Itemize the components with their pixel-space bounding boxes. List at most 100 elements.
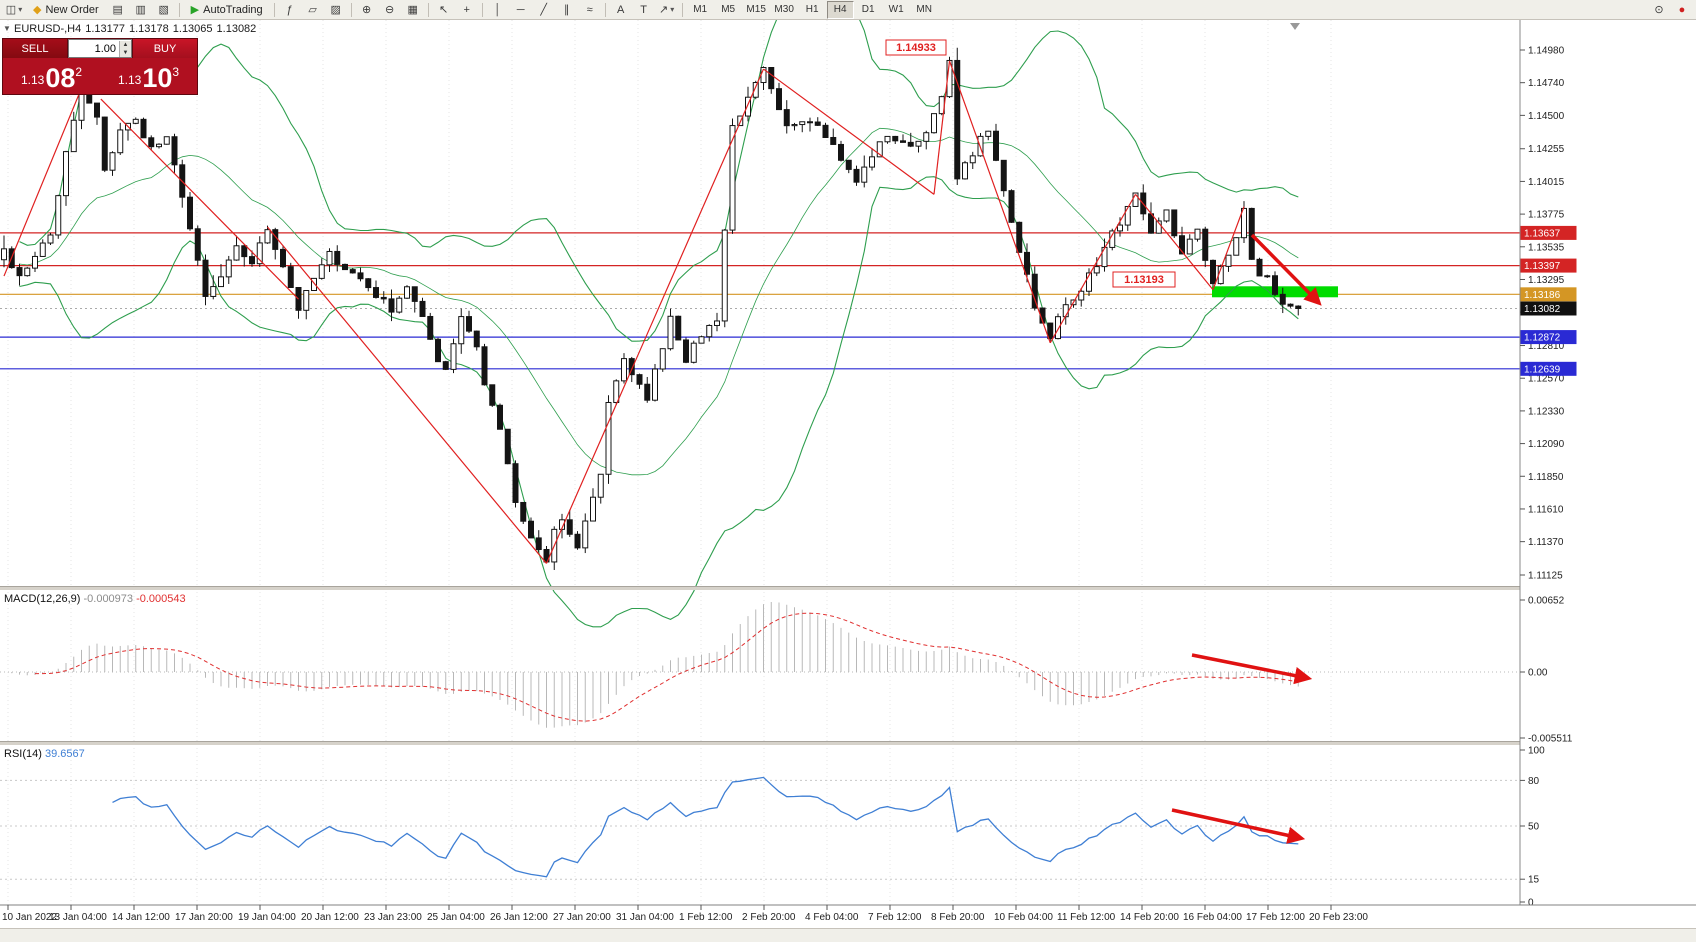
svg-text:1.13535: 1.13535 <box>1528 242 1565 253</box>
community-icon[interactable]: ● <box>1678 3 1686 16</box>
price-chart-svg[interactable]: MACD(12,26,9) -0.000973 -0.000543 RSI(14)… <box>0 20 1696 928</box>
toolbar-separator <box>427 2 429 17</box>
timeframe-m30[interactable]: M30 <box>774 4 794 15</box>
one-click-trading-panel: SELL 1.00 ▲ ▼ BUY 1.13 08 2 1.13 10 3 <box>2 38 198 95</box>
buy-price[interactable]: 1.13 10 3 <box>100 58 197 94</box>
new-order-button-label: New Order <box>45 3 99 16</box>
toolbar-separator <box>178 2 180 17</box>
timeframe-d1[interactable]: D1 <box>861 4 875 15</box>
text-icon[interactable]: A <box>616 3 625 16</box>
svg-text:1.13193: 1.13193 <box>1124 274 1164 286</box>
chart-profiles-icon[interactable]: ▤ <box>112 4 123 16</box>
fibonacci-icon[interactable]: ≈ <box>586 3 593 16</box>
svg-text:13 Jan 04:00: 13 Jan 04:00 <box>49 912 107 923</box>
zoom-in-icon[interactable]: ⊕ <box>362 4 372 16</box>
candlesticks <box>1 47 1302 570</box>
timeframe-h1[interactable]: H1 <box>805 4 819 15</box>
chart-shift-marker[interactable] <box>1290 23 1300 30</box>
arrow-objects-icon[interactable]: ↗ ▾ <box>659 4 675 16</box>
horizontal-level-lines[interactable] <box>0 232 1520 370</box>
svg-text:17 Jan 20:00: 17 Jan 20:00 <box>175 912 233 923</box>
ohlc-open: 1.13177 <box>85 23 125 35</box>
price-annotations[interactable]: 1.14933 1.13193 <box>885 39 1176 288</box>
sell-price[interactable]: 1.13 08 2 <box>3 58 100 94</box>
tile-windows-icon[interactable]: ▦ <box>407 4 418 16</box>
svg-text:14 Jan 12:00: 14 Jan 12:00 <box>112 912 170 923</box>
svg-text:31 Jan 04:00: 31 Jan 04:00 <box>616 912 674 923</box>
panel-separator[interactable] <box>0 586 1696 590</box>
chart-window-icon[interactable]: ◫ ▾ <box>5 4 23 16</box>
crosshair-icon[interactable]: + <box>463 3 470 16</box>
bollinger-upper-band <box>19 20 1299 342</box>
navigator-icon[interactable]: ▧ <box>158 4 169 16</box>
timeframe-h4[interactable]: H4 <box>826 0 854 19</box>
svg-text:1.13637: 1.13637 <box>1524 228 1561 239</box>
timeframe-mn[interactable]: MN <box>916 4 932 15</box>
volume-up-icon[interactable]: ▲ <box>120 40 131 49</box>
buy-button[interactable]: BUY <box>132 39 197 58</box>
search-icon[interactable]: ⊙ <box>1654 4 1664 16</box>
svg-text:11 Feb 12:00: 11 Feb 12:00 <box>1057 912 1116 923</box>
sell-price-prefix: 1.13 <box>20 73 45 87</box>
bollinger-bands <box>19 20 1299 628</box>
text-label-icon[interactable]: T <box>640 3 648 16</box>
rsi-level-lines <box>0 779 1520 880</box>
buy-price-big: 10 <box>142 63 173 93</box>
trend-arrows[interactable] <box>1171 233 1322 844</box>
buy-price-sup: 3 <box>172 65 180 79</box>
svg-text:16 Feb 04:00: 16 Feb 04:00 <box>1183 912 1242 923</box>
timeframe-w1[interactable]: W1 <box>888 4 904 15</box>
bollinger-middle-band <box>19 127 1299 476</box>
zigzag-trendlines[interactable] <box>3 60 1245 564</box>
svg-text:1.14255: 1.14255 <box>1528 144 1565 155</box>
toolbar-separator <box>273 2 275 17</box>
volume-input[interactable]: 1.00 ▲ ▼ <box>68 39 132 58</box>
new-order-icon: ◆ <box>33 4 42 16</box>
market-watch-icon[interactable]: ▥ <box>135 4 146 16</box>
svg-text:0.00652: 0.00652 <box>1528 596 1565 607</box>
timeframe-m15[interactable]: M15 <box>746 4 766 15</box>
svg-text:1.11125: 1.11125 <box>1528 571 1563 582</box>
svg-text:8 Feb 20:00: 8 Feb 20:00 <box>931 912 985 923</box>
svg-text:100: 100 <box>1528 746 1545 757</box>
vertical-line-icon[interactable]: │ <box>494 3 502 16</box>
svg-text:1.11850: 1.11850 <box>1528 472 1564 483</box>
cursor-icon[interactable]: ↖ <box>439 4 449 16</box>
status-bar <box>0 928 1696 942</box>
zoom-out-icon[interactable]: ⊖ <box>385 4 395 16</box>
volume-down-icon[interactable]: ▼ <box>120 48 131 57</box>
horizontal-line-icon[interactable]: ─ <box>516 3 525 16</box>
indicators-icon[interactable]: ƒ <box>286 3 293 16</box>
macd-histogram <box>11 602 1299 728</box>
svg-text:2 Feb 20:00: 2 Feb 20:00 <box>742 912 796 923</box>
new-order-button[interactable]: ◆ New Order <box>26 1 106 19</box>
svg-text:27 Jan 20:00: 27 Jan 20:00 <box>553 912 611 923</box>
svg-text:4 Feb 04:00: 4 Feb 04:00 <box>805 912 859 923</box>
svg-text:1.14933: 1.14933 <box>896 42 936 54</box>
toolbar-separator <box>681 2 683 17</box>
trend-arrow-rsi[interactable] <box>1171 808 1306 844</box>
autotrading-button-label: AutoTrading <box>203 3 263 16</box>
svg-text:1.12639: 1.12639 <box>1524 364 1561 375</box>
sell-button[interactable]: SELL <box>3 39 68 58</box>
autotrading-button[interactable]: ▶ AutoTrading <box>184 1 270 19</box>
price-axis[interactable]: 1.14980 1.14740 1.14500 1.14255 1.14015 1.137… <box>1519 20 1696 909</box>
price-level-badges: 1.13637 1.13397 1.13186 1.12872 1.12639 1.130… <box>1520 225 1577 376</box>
timeframe-m1[interactable]: M1 <box>693 4 708 15</box>
trend-arrow-macd[interactable] <box>1191 653 1313 685</box>
volume-spinner[interactable]: ▲ ▼ <box>119 40 131 57</box>
svg-text:1.14740: 1.14740 <box>1528 78 1565 89</box>
panel-separator[interactable] <box>0 741 1696 745</box>
objects-list-icon[interactable]: ▱ <box>308 4 317 16</box>
svg-text:23 Jan 23:00: 23 Jan 23:00 <box>364 912 422 923</box>
one-click-collapse-icon[interactable]: ▼ <box>3 24 11 33</box>
svg-text:1.14015: 1.14015 <box>1528 177 1565 188</box>
templates-icon[interactable]: ▨ <box>330 4 341 16</box>
buy-price-prefix: 1.13 <box>117 73 142 87</box>
equidistant-channel-icon[interactable]: ∥ <box>563 4 570 16</box>
svg-text:1.13186: 1.13186 <box>1524 290 1561 301</box>
trend-arrow-main[interactable] <box>1250 233 1322 306</box>
timeframe-m5[interactable]: M5 <box>721 4 736 15</box>
trendline-icon[interactable]: ╱ <box>540 4 547 16</box>
